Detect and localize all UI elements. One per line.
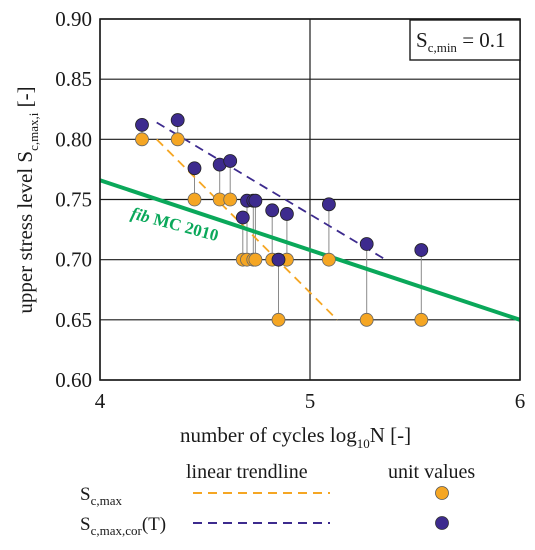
point-scmaxcor [265, 203, 280, 218]
plot-frame [99, 18, 521, 381]
x-tick-label: 5 [305, 389, 316, 413]
point-scmax [170, 132, 185, 147]
y-tick-label: 0.70 [55, 248, 92, 272]
point-scmaxcor [321, 197, 336, 212]
legend-dot-scmax [435, 486, 449, 500]
curve-label: fib MC 2010 [129, 204, 221, 246]
point-scmaxcor [414, 243, 429, 257]
point-scmaxcor [248, 193, 263, 208]
point-scmax [271, 312, 286, 327]
x-axis-title: number of cycles log10N [-] [180, 423, 411, 451]
fib-curve [99, 178, 521, 322]
point-scmaxcor [135, 117, 149, 132]
legend-label-scmax: Sc,max [80, 484, 122, 508]
point-scmax [321, 252, 336, 267]
point-scmaxcor [235, 210, 250, 225]
point-scmax [135, 132, 149, 147]
tick-labels: 0.60 0.65 0.70 0.75 0.80 0.85 0.90 4 5 6 [55, 7, 525, 413]
data-points [135, 113, 429, 327]
y-tick-label: 0.85 [55, 67, 92, 91]
point-scmaxcor [271, 252, 286, 267]
x-tick-label: 4 [95, 389, 106, 413]
legend: linear trendline unit values Sc,max Sc,m… [80, 461, 475, 538]
y-tick-label: 0.65 [55, 308, 92, 332]
legend-dot-scmaxcor [435, 516, 449, 530]
annotation-box: Sc,min = 0.1 [409, 19, 521, 61]
point-scmax [187, 192, 202, 207]
point-scmaxcor [223, 154, 238, 168]
point-scmax [359, 312, 374, 327]
x-tick-label: 6 [515, 389, 526, 413]
point-scmaxcor [170, 113, 185, 127]
y-axis-title: upper stress level Sc,max,i [-] [13, 86, 41, 313]
point-scmaxcor [359, 237, 374, 251]
point-scmax [223, 192, 238, 207]
legend-header-unit: unit values [388, 461, 475, 483]
point-scmax [248, 252, 263, 267]
y-tick-label: 0.80 [55, 127, 92, 151]
point-scmaxcor [187, 161, 202, 176]
legend-label-scmaxcor: Sc,max,cor(T) [80, 514, 166, 538]
point-scmaxcor [279, 207, 294, 221]
y-tick-label: 0.90 [55, 7, 92, 31]
annotation-text: Sc,min = 0.1 [416, 28, 506, 55]
y-tick-label: 0.60 [55, 368, 92, 392]
point-scmax [414, 312, 429, 327]
y-tick-label: 0.75 [55, 188, 92, 212]
fib-mc-2010-line [99, 178, 521, 322]
legend-header-trend: linear trendline [186, 461, 308, 483]
